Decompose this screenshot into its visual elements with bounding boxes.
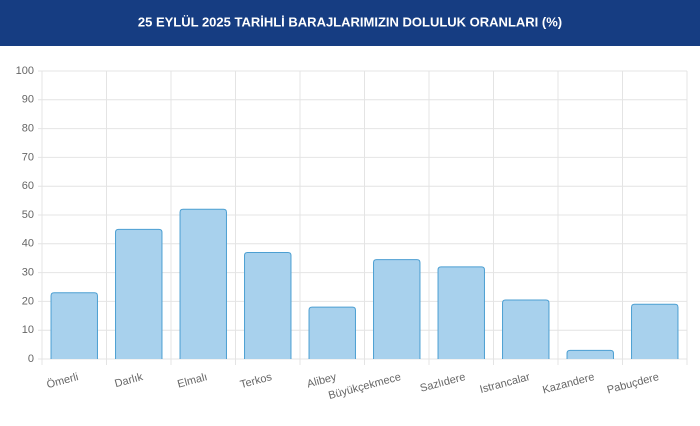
bar [437, 266, 485, 359]
x-tick-label: Büyükçekmece [327, 371, 402, 402]
x-tick-label: Ömerli [45, 371, 79, 391]
bar [502, 299, 550, 359]
bar [566, 349, 614, 359]
y-tick-label: 50 [22, 209, 34, 221]
y-tick-label: 80 [22, 123, 34, 135]
bar [631, 303, 679, 359]
y-tick-label: 30 [22, 267, 34, 279]
y-tick-label: 90 [22, 94, 34, 106]
y-tick-label: 40 [22, 238, 34, 250]
chart-title: 25 EYLÜL 2025 TARİHLİ BARAJLARIMIZIN DOL… [138, 14, 562, 29]
bar [373, 259, 421, 359]
y-tick-label: 70 [22, 151, 34, 163]
x-tick-label: Terkos [239, 371, 274, 391]
x-tick-label: Darlık [113, 371, 144, 390]
x-tick-label: Istrancalar [479, 371, 532, 396]
y-tick-label: 60 [22, 180, 34, 192]
bar [115, 228, 163, 359]
x-tick-label: Alibey [306, 371, 339, 390]
x-tick-label: Pabuçdere [606, 371, 661, 396]
bar [50, 292, 98, 359]
y-tick-label: 0 [28, 353, 34, 365]
bar [179, 208, 227, 359]
x-tick-label: Sazlıdere [419, 371, 467, 395]
x-tick-label: Elmalı [176, 371, 209, 391]
header-bar [0, 0, 700, 46]
bar [244, 251, 292, 359]
bar [308, 306, 356, 359]
y-tick-label: 20 [22, 295, 34, 307]
x-tick-label: Kazandere [541, 371, 596, 396]
y-tick-label: 100 [16, 65, 34, 77]
y-tick-label: 10 [22, 324, 34, 336]
